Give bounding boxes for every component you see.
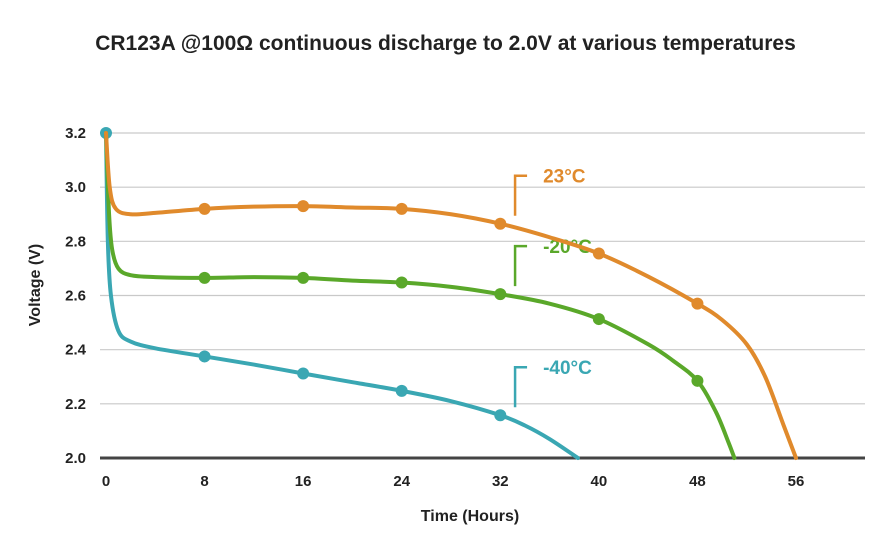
data-point <box>691 297 704 310</box>
data-point <box>198 350 211 363</box>
data-point <box>395 384 408 397</box>
data-point <box>297 367 310 380</box>
y-axis-ticks: 2.0 2.2 2.4 2.6 2.8 3.0 3.2 <box>65 125 87 467</box>
chart-title: CR123A @100Ω continuous discharge to 2.0… <box>95 32 796 55</box>
label-leader <box>513 174 528 216</box>
x-tick-label: 32 <box>492 473 509 490</box>
y-tick-label: 2.2 <box>65 396 86 413</box>
data-point <box>395 202 408 215</box>
x-tick-label: 8 <box>200 473 208 490</box>
series-line <box>104 131 580 460</box>
data-point <box>592 247 605 260</box>
data-point <box>297 271 310 284</box>
data-point <box>198 271 211 284</box>
x-tick-label: 40 <box>591 473 608 490</box>
data-point <box>494 409 507 422</box>
y-tick-label: 2.0 <box>65 450 86 467</box>
series-line <box>104 131 798 460</box>
label-leader <box>513 244 528 287</box>
x-axis-label: Time (Hours) <box>421 508 519 525</box>
y-tick-label: 3.2 <box>65 125 86 142</box>
x-tick-label: 0 <box>102 473 110 490</box>
series-layer: -40°C -20°C 23°C <box>100 127 798 460</box>
series--20°C: -20°C <box>104 131 737 460</box>
series-label: -40°C <box>543 358 592 379</box>
data-point <box>592 313 605 326</box>
data-point <box>297 200 310 213</box>
gridlines <box>100 132 865 405</box>
series-label: 23°C <box>543 167 586 188</box>
label-leader <box>513 365 528 408</box>
x-tick-label: 24 <box>393 473 410 490</box>
y-tick-label: 2.4 <box>65 342 87 359</box>
y-tick-label: 2.8 <box>65 233 86 250</box>
data-point <box>198 202 211 215</box>
y-tick-label: 3.0 <box>65 179 86 196</box>
data-point <box>691 374 704 387</box>
y-tick-label: 2.6 <box>65 288 86 305</box>
data-point <box>395 276 408 289</box>
series--40°C: -40°C <box>100 127 592 460</box>
x-tick-label: 16 <box>295 473 312 490</box>
x-tick-label: 56 <box>788 473 805 490</box>
series-23°C: 23°C <box>104 131 798 460</box>
x-tick-label: 48 <box>689 473 706 490</box>
data-point <box>494 217 507 230</box>
data-point <box>494 288 507 301</box>
x-axis-ticks: 0 8 16 24 32 40 48 56 <box>102 473 805 490</box>
series-label: -20°C <box>543 237 592 258</box>
y-axis-label: Voltage (V) <box>27 244 44 326</box>
